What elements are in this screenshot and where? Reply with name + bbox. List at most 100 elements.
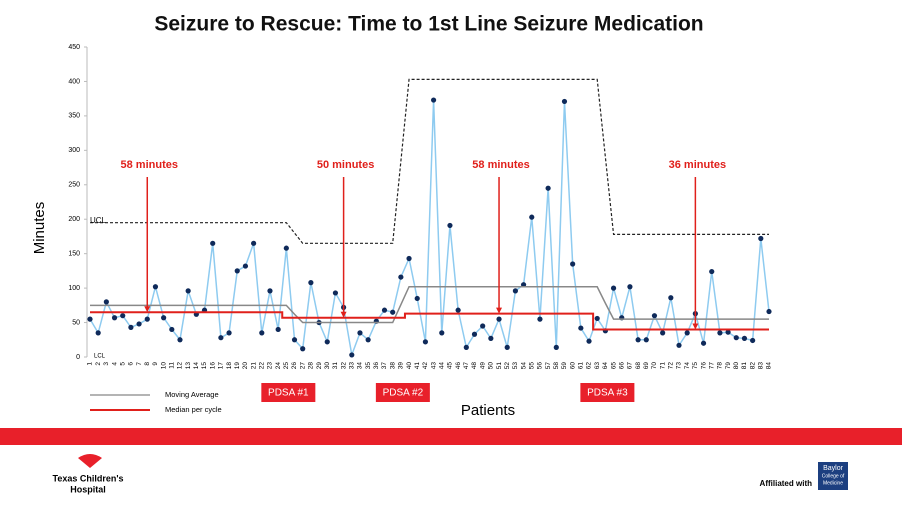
data-point <box>717 330 723 336</box>
data-point <box>259 330 265 336</box>
arrow-head <box>340 311 347 318</box>
data-point <box>381 307 388 313</box>
x-tick-label: 19 <box>234 362 241 370</box>
data-point <box>422 339 429 345</box>
x-tick-label: 37 <box>381 362 388 370</box>
data-point <box>128 324 134 330</box>
x-tick-label: 49 <box>479 362 486 370</box>
x-tick-label: 39 <box>398 362 405 370</box>
x-tick-label: 54 <box>520 362 527 370</box>
x-tick-label: 16 <box>209 362 216 370</box>
data-point <box>210 240 216 246</box>
data-point <box>120 313 126 319</box>
x-tick-label: 63 <box>594 362 601 370</box>
data-point <box>177 337 183 343</box>
x-tick-label: 25 <box>283 362 290 370</box>
data-point <box>267 288 273 294</box>
x-tick-label: 64 <box>602 362 609 370</box>
data-point <box>136 321 142 327</box>
data-point <box>660 330 666 336</box>
x-tick-label: 29 <box>316 362 323 370</box>
data-point <box>725 329 731 335</box>
legend-label: Median per cycle <box>165 405 222 414</box>
logo-text: Texas Children's <box>53 473 124 483</box>
x-tick-label: 10 <box>160 362 167 370</box>
annotation: 58 minutes <box>121 159 178 171</box>
x-tick-label: 59 <box>561 362 568 370</box>
x-tick-label: 61 <box>578 362 585 370</box>
series-line <box>90 78 769 244</box>
data-point <box>676 342 682 348</box>
x-tick-label: 6 <box>128 362 135 366</box>
x-axis-label: Patients <box>461 402 515 419</box>
logo-text: Hospital <box>70 484 106 494</box>
data-point <box>357 330 363 336</box>
x-tick-label: 11 <box>169 362 176 369</box>
data-point <box>349 352 355 358</box>
x-tick-label: 3 <box>103 362 110 366</box>
data-point <box>111 315 118 321</box>
data-point <box>430 97 437 103</box>
data-point <box>161 315 167 321</box>
arrow-head <box>692 323 699 330</box>
affiliation: Affiliated with <box>760 479 813 488</box>
annotation: 36 minutes <box>669 159 726 171</box>
y-tick-label: 300 <box>68 147 80 154</box>
data-point <box>635 337 641 343</box>
x-tick-label: 57 <box>545 362 552 370</box>
data-point <box>218 335 224 341</box>
x-tick-label: 75 <box>692 362 699 370</box>
x-tick-label: 30 <box>324 362 331 370</box>
data-point <box>226 330 232 336</box>
x-tick-label: 70 <box>651 362 658 370</box>
data-point <box>709 268 715 275</box>
data-point <box>594 315 600 322</box>
x-tick-label: 73 <box>676 362 683 370</box>
lcl-label: LCL <box>94 354 106 360</box>
x-tick-label: 13 <box>185 362 192 370</box>
data-point <box>488 335 494 341</box>
series-line <box>90 311 769 331</box>
x-tick-label: 74 <box>684 362 691 370</box>
x-tick-label: 44 <box>438 362 445 370</box>
y-tick-label: 100 <box>68 285 80 292</box>
x-tick-label: 50 <box>488 362 495 370</box>
x-tick-label: 14 <box>193 362 200 370</box>
data-point <box>553 344 559 350</box>
x-tick-label: 60 <box>569 362 576 370</box>
data-point <box>766 308 772 315</box>
x-tick-label: 78 <box>717 362 724 370</box>
data-point <box>300 346 306 352</box>
x-tick-label: 26 <box>291 362 298 370</box>
x-tick-label: 33 <box>349 362 356 370</box>
data-point <box>275 326 281 333</box>
data-point <box>643 337 649 343</box>
data-point <box>291 337 298 343</box>
data-point <box>390 309 396 315</box>
data-point <box>586 338 592 344</box>
logo-text: Medicine <box>823 480 843 486</box>
x-tick-label: 45 <box>447 362 454 370</box>
phase-box <box>375 383 430 402</box>
x-tick-label: 81 <box>741 362 748 370</box>
data-point <box>406 255 412 262</box>
x-tick-label: 8 <box>144 362 151 366</box>
x-tick-label: 23 <box>267 362 274 370</box>
data-point <box>520 282 527 288</box>
x-tick-label: 31 <box>332 362 339 370</box>
data-point <box>308 280 314 286</box>
x-tick-label: 1 <box>87 362 94 366</box>
data-point <box>463 344 469 350</box>
x-tick-label: 40 <box>406 362 413 370</box>
x-tick-label: 41 <box>414 362 421 370</box>
data-point <box>578 325 584 331</box>
data-point <box>332 290 339 296</box>
data-point <box>480 323 486 329</box>
logo-icon <box>78 454 102 468</box>
baylor-logo <box>818 462 848 490</box>
footer-band <box>0 428 902 445</box>
x-tick-label: 34 <box>357 362 364 370</box>
data-point <box>537 316 543 322</box>
data-point <box>668 295 674 301</box>
